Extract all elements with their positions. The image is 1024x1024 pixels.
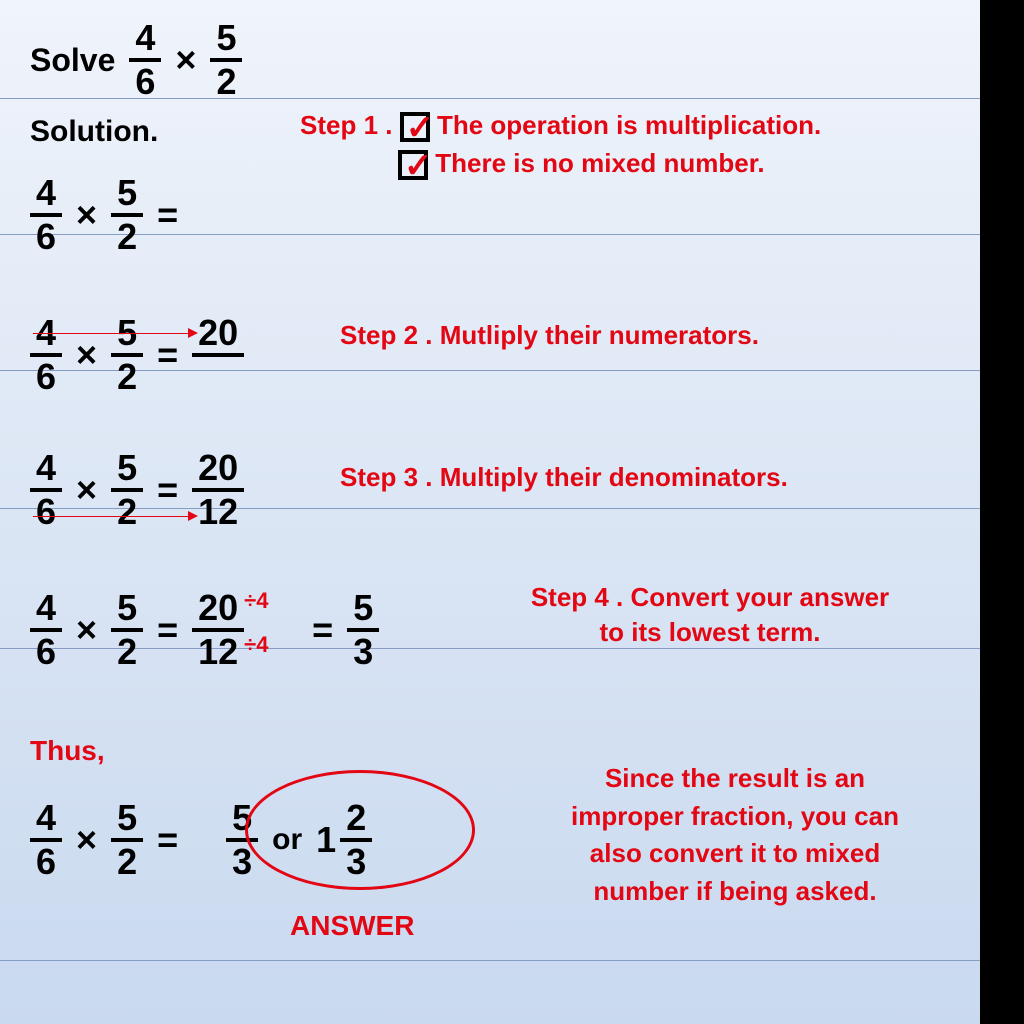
eq-step3: 46 × 52 = 2012 [30,450,244,530]
times-sign: × [175,39,196,81]
step1-block: Step 1 . ✓ The operation is multiplicati… [300,110,821,180]
fraction-20-12: 2012 [192,450,244,530]
times-sign: × [76,334,97,376]
fraction-20-12: 2012 [192,590,244,670]
fraction-5-2: 5 2 [210,20,242,100]
step1-label: Step 1 . [300,110,392,140]
fraction-5-3: 53 [347,590,379,670]
fraction-4-6: 46 [30,800,62,880]
step1-line-b: There is no mixed number. [435,148,764,178]
checkmark-icon: ✓ [404,146,433,186]
answer-label: ANSWER [290,910,414,942]
eq-step2: 46 × 52 = 2000 [30,315,244,395]
checkmark-icon: ✓ [406,108,435,148]
equals-sign: = [157,609,178,651]
arrow-head-icon [188,511,198,521]
divide-4-bottom: ÷4 [244,632,268,658]
equals-sign: = [157,334,178,376]
fraction-4-6: 46 [30,315,62,395]
fraction-5-2: 52 [111,590,143,670]
answer-circle [245,770,475,890]
arrow-numerators [33,333,188,334]
equals-sign: = [157,819,178,861]
fraction-5-2: 52 [111,800,143,880]
rule-line [0,960,980,961]
times-sign: × [76,819,97,861]
checkbox-icon: ✓ [398,150,428,180]
problem-row: Solve 4 6 × 5 2 [30,20,242,100]
eq-step1: 46 × 52 = [30,175,178,255]
step3-text: Step 3 . Multiply their denominators. [340,462,788,493]
equals-sign: = [157,469,178,511]
step1-line-a: The operation is multiplication. [437,110,821,140]
fraction-4-6: 46 [30,175,62,255]
solve-label: Solve [30,42,115,79]
thus-label: Thus, [30,735,105,767]
solution-label: Solution. [30,115,158,149]
times-sign: × [76,609,97,651]
final-note: Since the result is an improper fraction… [550,760,920,911]
equals-sign: = [157,194,178,236]
divide-4-top: ÷4 [244,588,268,614]
fraction-5-2: 52 [111,175,143,255]
step2-text: Step 2 . Mutliply their numerators. [340,320,759,351]
result-numerator-only: 2000 [192,315,244,395]
fraction-5-2: 52 [111,315,143,395]
eq-step4: 46 × 52 = 2012 ÷4 ÷4 = 53 [30,590,379,670]
equals-sign: = [312,609,333,651]
times-sign: × [76,469,97,511]
fraction-4-6: 4 6 [129,20,161,100]
arrow-denominators [33,516,188,517]
checkbox-icon: ✓ [400,112,430,142]
step4-text: Step 4 . Convert your answer to its lowe… [530,580,890,650]
arrow-head-icon [188,328,198,338]
fraction-4-6: 46 [30,590,62,670]
right-black-strip [980,0,1024,1024]
times-sign: × [76,194,97,236]
fraction-5-2: 52 [111,450,143,530]
fraction-4-6: 46 [30,450,62,530]
